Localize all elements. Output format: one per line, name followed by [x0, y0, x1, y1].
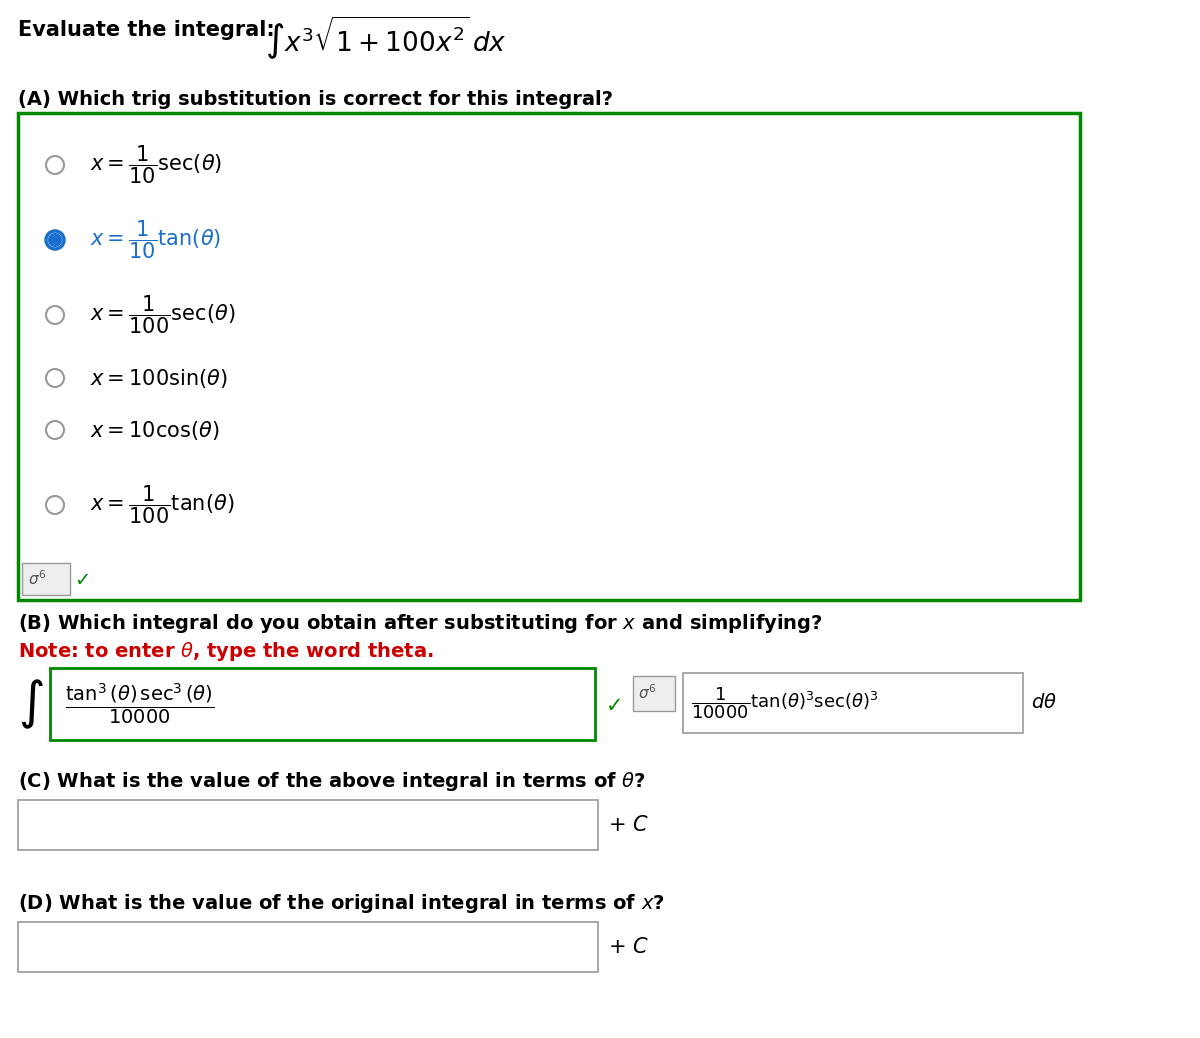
Text: $\int$: $\int$ [18, 677, 43, 731]
Text: Evaluate the integral:: Evaluate the integral: [18, 20, 275, 40]
Text: $x = \dfrac{1}{100}\mathrm{sec}(\theta)$: $x = \dfrac{1}{100}\mathrm{sec}(\theta)$ [90, 294, 235, 336]
Bar [18, 113, 1080, 600]
Text: $\checkmark$: $\checkmark$ [605, 694, 620, 714]
Bar [683, 673, 1022, 733]
Text: (A) Which trig substitution is correct for this integral?: (A) Which trig substitution is correct f… [18, 90, 613, 109]
Text: (B) Which integral do you obtain after substituting for $x$ and simplifying?: (B) Which integral do you obtain after s… [18, 612, 823, 635]
Text: $+\ C$: $+\ C$ [608, 937, 649, 957]
Text: $\sigma^6$: $\sigma^6$ [638, 684, 656, 703]
Text: $x = 100\sin(\theta)$: $x = 100\sin(\theta)$ [90, 366, 228, 389]
Bar [18, 800, 598, 850]
Circle shape [49, 234, 61, 246]
Text: $\sigma^6$: $\sigma^6$ [28, 570, 47, 589]
Text: (D) What is the value of the original integral in terms of $x$?: (D) What is the value of the original in… [18, 892, 665, 916]
Text: $\dfrac{\tan^3(\theta)\,\sec^3(\theta)}{10000}$: $\dfrac{\tan^3(\theta)\,\sec^3(\theta)}{… [65, 682, 215, 727]
Text: $x = \dfrac{1}{100}\mathrm{tan}(\theta)$: $x = \dfrac{1}{100}\mathrm{tan}(\theta)$ [90, 484, 234, 526]
Text: $d\theta$: $d\theta$ [1031, 693, 1057, 712]
Text: (C) What is the value of the above integral in terms of $\theta$?: (C) What is the value of the above integ… [18, 770, 646, 793]
Text: $x = \dfrac{1}{10}\mathrm{tan}(\theta)$: $x = \dfrac{1}{10}\mathrm{tan}(\theta)$ [90, 219, 221, 262]
Text: $\int x^3\sqrt{1 + 100x^2}\,dx$: $\int x^3\sqrt{1 + 100x^2}\,dx$ [265, 15, 506, 62]
Text: $\checkmark$: $\checkmark$ [74, 570, 89, 589]
Text: $\dfrac{1}{10000}\tan(\theta)^3\mathrm{sec}(\theta)^3$: $\dfrac{1}{10000}\tan(\theta)^3\mathrm{s… [691, 685, 878, 720]
Text: Note: to enter $\theta$, type the word theta.: Note: to enter $\theta$, type the word t… [18, 640, 434, 663]
Text: $+\ C$: $+\ C$ [608, 815, 649, 835]
Text: $x = 10\cos(\theta)$: $x = 10\cos(\theta)$ [90, 418, 220, 441]
Bar [50, 668, 595, 740]
Bar [634, 676, 674, 711]
Text: $x = \dfrac{1}{10}\mathrm{sec}(\theta)$: $x = \dfrac{1}{10}\mathrm{sec}(\theta)$ [90, 143, 222, 186]
Bar [22, 563, 70, 595]
Bar [18, 922, 598, 972]
